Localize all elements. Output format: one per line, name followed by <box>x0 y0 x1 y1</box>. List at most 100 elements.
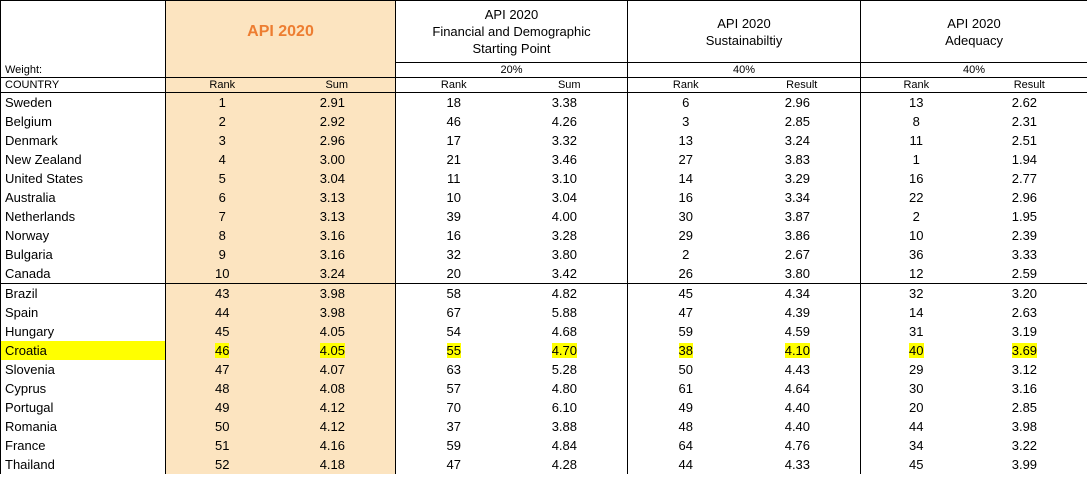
rank-cell: 16 <box>678 190 693 205</box>
value-cell: 4.08 <box>278 379 396 398</box>
value-cell: 4.07 <box>278 360 396 379</box>
value-cell: 2.59 <box>971 264 1087 284</box>
value-cell: 3.13 <box>278 188 396 207</box>
rank-cell: 45 <box>165 322 279 341</box>
rank-cell: 40 <box>861 341 972 360</box>
rank-cell: 16 <box>909 171 924 186</box>
value-cell: 3.38 <box>511 92 629 112</box>
rank-cell: 48 <box>165 379 279 398</box>
value-cell: 2.91 <box>278 92 396 112</box>
country-cell: Slovenia <box>0 360 166 379</box>
table-row: New Zealand 4 3.00 21 3.46 27 3.83 1 1.94 <box>0 150 1087 169</box>
value-cell: 3.80 <box>511 245 629 264</box>
table-row: France 51 4.16 59 4.84 64 4.76 34 3.22 <box>0 436 1087 455</box>
highlighted-value: 38 <box>678 343 693 358</box>
group-title-line: API 2020 <box>484 7 539 22</box>
rank-cell: 29 <box>909 362 924 377</box>
rank-cell: 21 <box>446 152 461 167</box>
value-cell: 4.70 <box>511 341 629 360</box>
table-row: Norway 8 3.16 16 3.28 29 3.86 10 2.39 <box>0 226 1087 245</box>
rank-cell: 2 <box>682 247 690 262</box>
rank-cell: 58 <box>395 283 512 303</box>
country-cell: New Zealand <box>0 150 166 169</box>
table-row: Spain 44 3.98 67 5.88 47 4.39 14 2.63 <box>0 303 1087 322</box>
rank-cell: 30 <box>909 381 924 396</box>
value-cell: 4.39 <box>743 303 862 322</box>
value-cell: 2.92 <box>278 112 396 131</box>
value-cell: 4.68 <box>511 322 629 341</box>
rank-cell: 49 <box>678 400 693 415</box>
value-cell: 4.28 <box>511 455 629 474</box>
rank-cell: 14 <box>678 171 693 186</box>
country-cell: Bulgaria <box>0 245 166 264</box>
rank-cell: 38 <box>628 341 744 360</box>
value-cell: 3.80 <box>743 264 862 284</box>
value-cell: 3.24 <box>743 131 862 150</box>
rank-cell: 4 <box>165 150 279 169</box>
rank-cell: 64 <box>678 438 693 453</box>
value-cell: 2.31 <box>971 112 1087 131</box>
rank-cell: 32 <box>446 247 461 262</box>
highlighted-value: 4.05 <box>319 343 345 358</box>
rank-cell: 34 <box>909 438 924 453</box>
value-cell: 3.98 <box>278 303 396 322</box>
rank-cell: 20 <box>909 400 924 415</box>
country-cell: Hungary <box>0 322 166 341</box>
value-cell: 3.19 <box>971 322 1087 341</box>
country-cell: Norway <box>0 226 166 245</box>
rank-cell: 59 <box>446 438 461 453</box>
rank-cell: 8 <box>912 114 920 129</box>
value-cell: 3.99 <box>971 455 1087 474</box>
rank-cell: 18 <box>446 95 461 110</box>
country-cell: Canada <box>0 264 166 284</box>
value-cell: 4.26 <box>511 112 629 131</box>
value-cell: 4.16 <box>278 436 396 455</box>
group-title-line: Starting Point <box>472 41 551 56</box>
column-header: Sum <box>278 77 396 93</box>
value-cell: 4.64 <box>743 379 862 398</box>
highlighted-value: 3.69 <box>1011 343 1038 358</box>
country-cell: Portugal <box>0 398 166 417</box>
country-cell: Australia <box>0 188 166 207</box>
rank-cell: 5 <box>165 169 279 188</box>
value-cell: 3.04 <box>511 188 629 207</box>
value-cell: 3.86 <box>743 226 862 245</box>
rank-cell: 57 <box>446 381 461 396</box>
value-cell: 2.96 <box>971 188 1087 207</box>
country-cell: Belgium <box>0 112 166 131</box>
rank-cell: 12 <box>909 266 924 281</box>
value-cell: 3.42 <box>511 264 629 284</box>
value-cell: 3.20 <box>971 283 1087 303</box>
value-cell: 3.04 <box>278 169 396 188</box>
value-cell: 4.84 <box>511 436 629 455</box>
rank-cell: 52 <box>165 455 279 474</box>
rank-cell: 46 <box>165 341 279 360</box>
rank-cell: 67 <box>446 305 461 320</box>
rank-cell: 1 <box>165 92 279 112</box>
group-header-sustainability: API 2020 Sustainabiltiy <box>627 0 862 63</box>
country-cell: Sweden <box>0 92 166 112</box>
rank-cell: 43 <box>165 283 279 303</box>
value-cell: 2.96 <box>743 92 862 112</box>
value-cell: 4.18 <box>278 455 396 474</box>
rank-cell: 45 <box>909 457 924 472</box>
column-header: Result <box>743 77 862 93</box>
rank-cell: 63 <box>446 362 461 377</box>
rank-cell: 39 <box>446 209 461 224</box>
country-cell: Thailand <box>0 455 166 474</box>
rank-cell: 47 <box>446 457 461 472</box>
rank-cell: 51 <box>165 436 279 455</box>
value-cell: 2.63 <box>971 303 1087 322</box>
value-cell: 5.28 <box>511 360 629 379</box>
rank-cell: 30 <box>678 209 693 224</box>
rank-cell: 26 <box>678 266 693 281</box>
table-row: Hungary 45 4.05 54 4.68 59 4.59 31 3.19 <box>0 322 1087 341</box>
country-cell: Brazil <box>0 283 166 303</box>
rank-cell: 46 <box>446 114 461 129</box>
value-cell: 3.16 <box>278 245 396 264</box>
rank-cell: 27 <box>678 152 693 167</box>
country-cell: Denmark <box>0 131 166 150</box>
weight-financial: 20% <box>395 62 629 78</box>
value-cell: 3.87 <box>743 207 862 226</box>
